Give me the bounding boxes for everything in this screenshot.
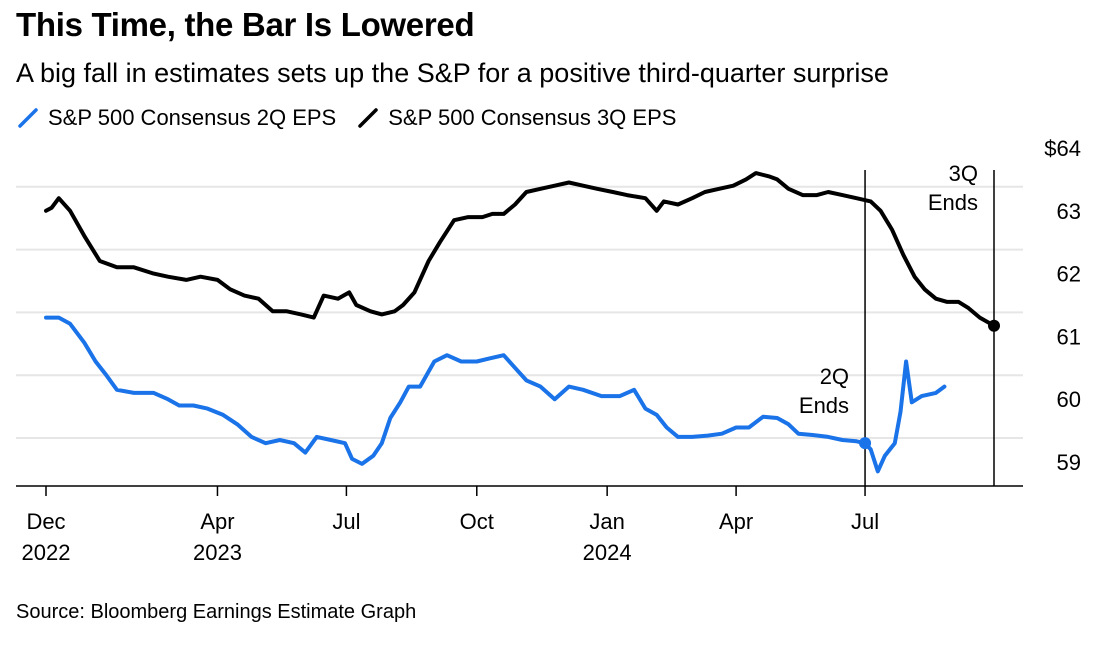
x-tick-label: Oct [460, 509, 494, 534]
y-tick-label: $64 [1044, 136, 1081, 161]
y-tick-label: 59 [1057, 450, 1081, 475]
axis-layer: $64 63 62 61 60 59 Dec 2022 Apr 2023 Jul Oct Jan 2024… [16, 136, 1081, 565]
x-tick-label: Apr [719, 509, 753, 534]
y-tick-label: 62 [1057, 262, 1081, 287]
legend-item-2q: S&P 500 Consensus 2Q EPS [16, 105, 336, 131]
series-layer [44, 171, 996, 474]
annotation-marker-2q-ends [859, 437, 872, 450]
x-tick-label: Jul [851, 509, 879, 534]
series-line-2q-eps [44, 315, 947, 474]
x-tick-year-label: 2022 [22, 540, 71, 565]
y-tick-label: 60 [1057, 387, 1081, 412]
annotation-label: 3Q [949, 161, 978, 186]
x-tick-label: Jan [589, 509, 624, 534]
annotation-layer: 2Q Ends 3Q Ends [799, 161, 1000, 486]
y-tick-label: 63 [1057, 199, 1081, 224]
legend-item-3q: S&P 500 Consensus 3Q EPS [356, 105, 676, 131]
legend-label-3q: S&P 500 Consensus 3Q EPS [388, 105, 677, 130]
chart-legend: S&P 500 Consensus 2Q EPS S&P 500 Consens… [16, 103, 696, 133]
legend-label-2q: S&P 500 Consensus 2Q EPS [48, 105, 337, 130]
annotation-label: 2Q [820, 364, 849, 389]
annotation-label: Ends [799, 393, 849, 418]
legend-swatch-3q-icon [358, 108, 378, 128]
x-tick-label: Apr [200, 509, 234, 534]
legend-swatch-2q-icon [18, 108, 38, 128]
x-tick-label: Dec [26, 509, 65, 534]
series-line-3q-eps [44, 171, 996, 328]
x-tick-label: Jul [332, 509, 360, 534]
annotation-label: Ends [928, 190, 978, 215]
x-tick-year-label: 2024 [583, 540, 632, 565]
chart-title: This Time, the Bar Is Lowered [16, 6, 475, 43]
y-tick-label: 61 [1057, 324, 1081, 349]
annotation-marker-3q-ends [988, 319, 1000, 332]
chart-subtitle: A big fall in estimates sets up the S&P … [16, 58, 889, 88]
source-note: Source: Bloomberg Earnings Estimate Grap… [16, 601, 417, 623]
x-tick-year-label: 2023 [193, 540, 242, 565]
